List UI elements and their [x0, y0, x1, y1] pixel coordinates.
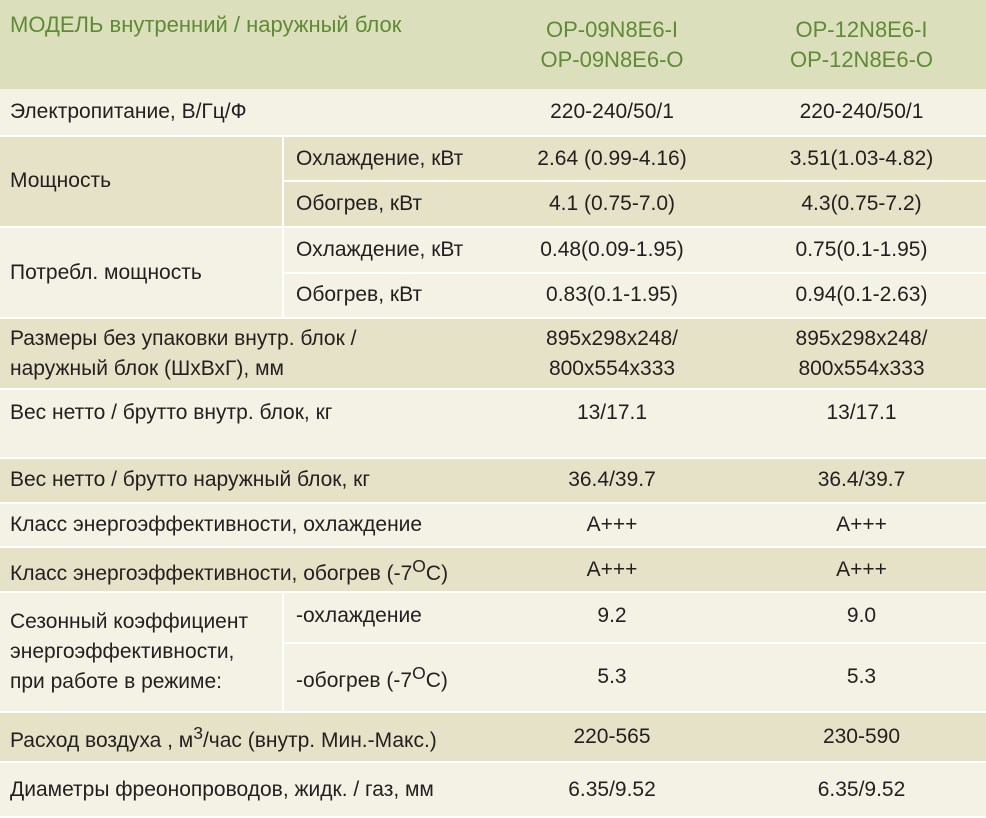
row-capacity-cooling: Мощность Охлаждение, кВт 2.64 (0.99-4.16…	[0, 135, 986, 229]
airflow-value-09: 220-565	[487, 711, 737, 764]
energy-class-cooling-value-09: A+++	[487, 502, 737, 549]
seasonal-heating-label-main: -обогрев (-7	[296, 669, 413, 693]
energy-class-heating-label-main: Класс энергоэффективности, обогрев (-7	[10, 561, 413, 585]
power-supply-value-12: 220-240/50/1	[737, 89, 986, 137]
weight-outdoor-value-09: 36.4/39.7	[487, 458, 737, 504]
capacity-heating-value-09: 4.1 (0.75-7.0)	[487, 181, 737, 229]
power-input-heating-value-09: 0.83(0.1-1.95)	[487, 272, 737, 320]
energy-class-cooling-value-12: A+++	[737, 502, 986, 549]
model-09-name: OP-09N8E6-I OP-09N8E6-O	[487, 0, 737, 90]
dimensions-value-09: 895x298x248/ 800x554x333	[487, 318, 737, 391]
pipes-value-09: 6.35/9.52	[487, 762, 737, 818]
seasonal-heating-label-end: C)	[425, 669, 448, 693]
energy-class-heating-value-09: A+++	[487, 547, 737, 593]
row-airflow: Расход воздуха , м3/час (внутр. Мин.-Мак…	[0, 711, 986, 764]
capacity-label: Мощность	[0, 135, 284, 229]
airflow-label-end: /час (внутр. Мин.-Макс.)	[202, 728, 437, 752]
row-power-input-heating: Обогрев, кВт 0.83(0.1-1.95) 0.94(0.1-2.6…	[0, 272, 986, 320]
seasonal-cooling-value-09: 9.2	[487, 591, 737, 644]
energy-class-cooling-label: Класс энергоэффективности, охлаждение	[0, 502, 487, 549]
airflow-label: Расход воздуха , м3/час (внутр. Мин.-Мак…	[0, 711, 487, 764]
header-row: МОДЕЛЬ внутренний / наружный блок OP-09N…	[0, 0, 986, 90]
capacity-cooling-value-09: 2.64 (0.99-4.16)	[487, 135, 737, 183]
row-power-supply: Электропитание, В/Гц/Ф 220-240/50/1 220-…	[0, 89, 986, 137]
degree-superscript: O	[412, 663, 426, 684]
airflow-value-12: 230-590	[737, 711, 986, 764]
power-supply-label: Электропитание, В/Гц/Ф	[0, 89, 487, 137]
power-input-cooling-value-09: 0.48(0.09-1.95)	[487, 227, 737, 274]
power-input-label: Потребл. мощность	[0, 227, 284, 320]
degree-superscript: O	[412, 555, 426, 576]
capacity-cooling-value-12: 3.51(1.03-4.82)	[737, 135, 986, 183]
capacity-heating-label: Обогрев, кВт	[283, 181, 487, 229]
row-power-input-cooling: Потребл. мощность Охлаждение, кВт 0.48(0…	[0, 227, 986, 320]
power-input-cooling-label: Охлаждение, кВт	[283, 227, 487, 274]
weight-indoor-value-09: 13/17.1	[487, 389, 737, 460]
row-energy-class-cooling: Класс энергоэффективности, охлаждение A+…	[0, 502, 986, 549]
pipes-label: Диаметры фреонопроводов, жидк. / газ, мм	[0, 762, 487, 818]
weight-outdoor-value-12: 36.4/39.7	[737, 458, 986, 504]
power-input-heating-value-12: 0.94(0.1-2.63)	[737, 272, 986, 320]
power-input-cooling-value-12: 0.75(0.1-1.95)	[737, 227, 986, 274]
seasonal-heating-value-09: 5.3	[487, 642, 737, 713]
capacity-heating-value-12: 4.3(0.75-7.2)	[737, 181, 986, 229]
energy-class-heating-label: Класс энергоэффективности, обогрев (-7OC…	[0, 547, 487, 593]
seasonal-label: Сезонный коэффициент энергоэффективности…	[0, 591, 284, 713]
power-input-heating-label: Обогрев, кВт	[283, 272, 487, 320]
row-dimensions: Размеры без упаковки внутр. блок / наруж…	[0, 318, 986, 391]
capacity-cooling-label: Охлаждение, кВт	[283, 135, 487, 183]
pipes-value-12: 6.35/9.52	[737, 762, 986, 818]
row-weight-indoor: Вес нетто / брутто внутр. блок, кг 13/17…	[0, 389, 986, 460]
row-energy-class-heating: Класс энергоэффективности, обогрев (-7OC…	[0, 547, 986, 593]
dimensions-label: Размеры без упаковки внутр. блок / наруж…	[0, 318, 487, 391]
row-capacity-heating: Обогрев, кВт 4.1 (0.75-7.0) 4.3(0.75-7.2…	[0, 181, 986, 229]
seasonal-heating-label: -обогрев (-7OC)	[283, 642, 487, 713]
weight-indoor-label: Вес нетто / брутто внутр. блок, кг	[0, 389, 487, 460]
energy-class-heating-value-12: A+++	[737, 547, 986, 593]
row-weight-outdoor: Вес нетто / брутто наружный блок, кг 36.…	[0, 458, 986, 504]
row-seasonal-heating: -обогрев (-7OC) 5.3 5.3	[0, 642, 986, 713]
energy-class-heating-label-end: C)	[425, 561, 449, 585]
model-12-name: OP-12N8E6-I OP-12N8E6-O	[737, 0, 986, 90]
cubic-superscript: 3	[193, 722, 203, 743]
dimensions-value-12: 895x298x248/ 800x554x333	[737, 318, 986, 391]
model-header-label: МОДЕЛЬ внутренний / наружный блок	[0, 0, 487, 90]
weight-indoor-value-12: 13/17.1	[737, 389, 986, 460]
airflow-label-main: Расход воздуха , м	[10, 728, 194, 752]
row-seasonal-cooling: Сезонный коэффициент энергоэффективности…	[0, 591, 986, 713]
weight-outdoor-label: Вес нетто / брутто наружный блок, кг	[0, 458, 487, 504]
seasonal-cooling-label: -охлаждение	[283, 591, 487, 644]
seasonal-cooling-value-12: 9.0	[737, 591, 986, 644]
power-supply-value-09: 220-240/50/1	[487, 89, 737, 137]
seasonal-heating-value-12: 5.3	[737, 642, 986, 713]
row-pipes: Диаметры фреонопроводов, жидк. / газ, мм…	[0, 762, 986, 818]
